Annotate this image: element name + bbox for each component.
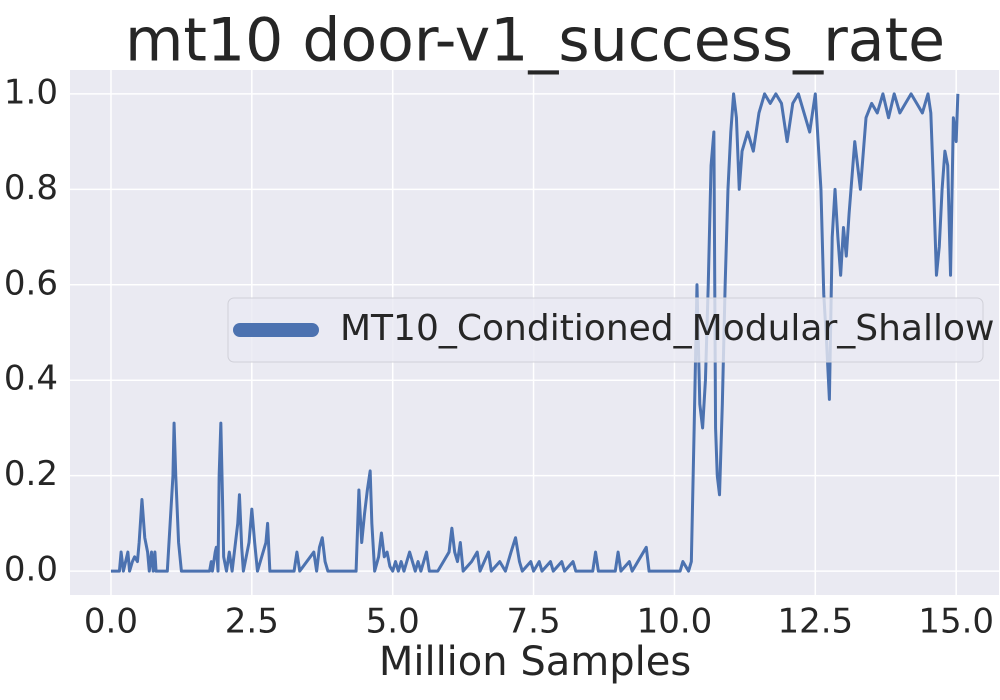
x-tick-label: 0.0: [84, 602, 138, 642]
legend-label: MT10_Conditioned_Modular_Shallow: [340, 308, 994, 349]
x-tick-label: 10.0: [637, 602, 713, 642]
y-tick-label: 0.4: [4, 359, 58, 399]
x-tick-label: 5.0: [366, 602, 420, 642]
y-tick-label: 0.8: [4, 168, 58, 208]
y-tick-label: 0.2: [4, 454, 58, 494]
legend: MT10_Conditioned_Modular_Shallow: [227, 297, 994, 363]
x-tick-label: 15.0: [918, 602, 994, 642]
y-tick-label: 0.0: [4, 550, 58, 590]
x-axis-label: Million Samples: [379, 639, 691, 685]
x-tick-label: 12.5: [777, 602, 853, 642]
data-line: [110, 92, 960, 573]
chart-title: mt10 door-v1_success_rate: [125, 6, 945, 76]
y-tick-label: 1.0: [4, 72, 58, 112]
legend-box: [227, 297, 984, 363]
x-tick-label: 7.5: [507, 602, 561, 642]
x-tick-label: 2.5: [225, 602, 279, 642]
y-tick-label: 0.6: [4, 263, 58, 303]
